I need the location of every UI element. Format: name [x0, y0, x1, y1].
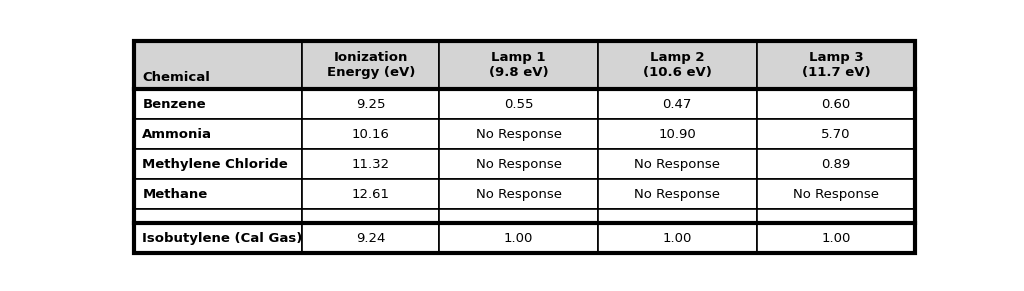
Text: 1.00: 1.00 [821, 232, 851, 245]
Text: Lamp 1
(9.8 eV): Lamp 1 (9.8 eV) [488, 51, 549, 79]
Text: 12.61: 12.61 [352, 188, 390, 200]
Text: Lamp 3
(11.7 eV): Lamp 3 (11.7 eV) [802, 51, 870, 79]
Text: No Response: No Response [475, 158, 561, 171]
Bar [598, 149, 757, 179]
Bar [302, 223, 439, 253]
Bar [598, 209, 757, 223]
Text: 10.90: 10.90 [658, 127, 696, 141]
Bar [598, 40, 757, 89]
Text: Lamp 2
(10.6 eV): Lamp 2 (10.6 eV) [643, 51, 712, 79]
Bar [598, 179, 757, 209]
Bar [598, 119, 757, 149]
Bar [757, 149, 915, 179]
Bar [757, 119, 915, 149]
Text: Chemical: Chemical [142, 71, 210, 84]
Bar [134, 209, 302, 223]
Bar [757, 209, 915, 223]
Text: 0.89: 0.89 [821, 158, 851, 171]
Text: No Response: No Response [634, 158, 720, 171]
Bar [598, 89, 757, 119]
Bar [302, 179, 439, 209]
Bar [134, 223, 302, 253]
Text: No Response: No Response [793, 188, 879, 200]
Bar [134, 89, 302, 119]
Bar [598, 223, 757, 253]
Text: 0.55: 0.55 [504, 97, 534, 111]
Bar [302, 209, 439, 223]
Bar [302, 149, 439, 179]
Bar [757, 179, 915, 209]
Bar [439, 119, 598, 149]
Bar [757, 40, 915, 89]
Text: No Response: No Response [475, 127, 561, 141]
Bar [134, 119, 302, 149]
Bar [757, 89, 915, 119]
Text: Ionization
Energy (eV): Ionization Energy (eV) [327, 51, 415, 79]
Bar [302, 89, 439, 119]
Text: 5.70: 5.70 [821, 127, 851, 141]
Bar [302, 119, 439, 149]
Bar [757, 223, 915, 253]
Text: Benzene: Benzene [142, 97, 206, 111]
Text: Methane: Methane [142, 188, 208, 200]
Text: 11.32: 11.32 [352, 158, 390, 171]
Text: 10.16: 10.16 [352, 127, 390, 141]
Bar [134, 149, 302, 179]
Text: 1.00: 1.00 [504, 232, 534, 245]
Text: Isobutylene (Cal Gas): Isobutylene (Cal Gas) [142, 232, 303, 245]
Bar [134, 40, 302, 89]
Text: 9.25: 9.25 [356, 97, 386, 111]
Bar [134, 179, 302, 209]
Text: 0.60: 0.60 [821, 97, 851, 111]
Bar [439, 149, 598, 179]
Bar [439, 89, 598, 119]
Text: No Response: No Response [634, 188, 720, 200]
Bar [302, 40, 439, 89]
Text: Methylene Chloride: Methylene Chloride [142, 158, 288, 171]
Bar [439, 223, 598, 253]
Text: Ammonia: Ammonia [142, 127, 212, 141]
Text: 0.47: 0.47 [663, 97, 692, 111]
Text: 9.24: 9.24 [356, 232, 385, 245]
Text: 1.00: 1.00 [663, 232, 692, 245]
Text: No Response: No Response [475, 188, 561, 200]
Bar [439, 209, 598, 223]
Bar [439, 40, 598, 89]
Bar [439, 179, 598, 209]
